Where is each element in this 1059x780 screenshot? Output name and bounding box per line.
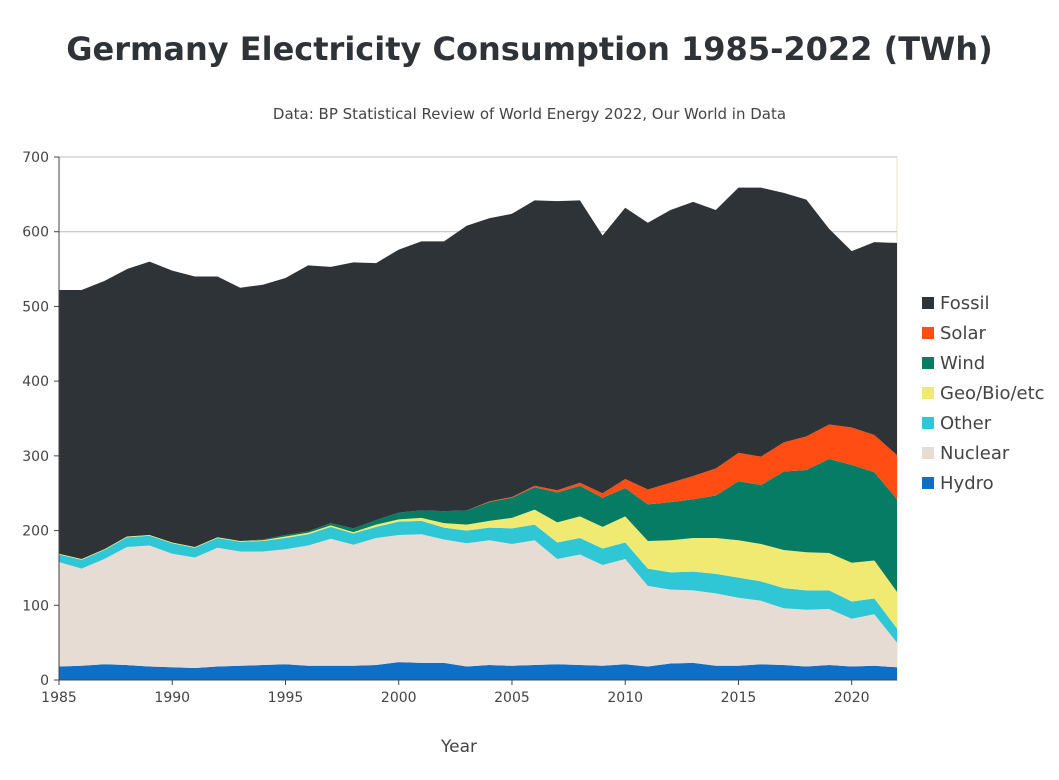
legend-item-geo-bio-etc[interactable]: Geo/Bio/etc [922,378,1045,408]
area-other [59,520,897,643]
x-tick-label: 1985 [41,690,77,706]
legend-label: Wind [940,352,986,374]
y-tick-label: 600 [22,225,49,241]
legend-label: Solar [940,322,986,344]
legend-swatch [922,447,934,459]
legend-swatch [922,357,934,369]
axes: 0 100 200 300 400 500 600 700 1985 1990 1995 2000 20… [22,150,897,706]
x-tick-label: 1990 [154,690,190,706]
y-tick-label: 700 [22,150,49,166]
chart-subtitle: Data: BP Statistical Review of World Ene… [272,105,787,123]
x-tick-label: 2005 [494,690,530,706]
x-tick-label: 1995 [268,690,304,706]
y-tick-label: 300 [22,449,49,465]
legend-item-fossil[interactable]: Fossil [922,288,1045,318]
legend-item-other[interactable]: Other [922,408,1045,438]
y-tick-label: 500 [22,299,49,315]
area-nuclear [59,534,897,669]
area-solar [59,424,897,559]
legend-swatch [922,477,934,489]
area-wind [59,458,897,592]
y-tick-label: 100 [22,598,49,614]
y-tick-label: 200 [22,524,49,540]
chart-title: Germany Electricity Consumption 1985-202… [66,30,993,68]
legend-label: Other [940,412,992,434]
legend-item-wind[interactable]: Wind [922,348,1045,378]
legend-item-hydro[interactable]: Hydro [922,468,1045,498]
y-tick-label: 0 [40,673,49,689]
area-series [59,187,897,680]
area-hydro [59,662,897,680]
legend-label: Hydro [940,472,994,494]
legend-swatch [922,387,934,399]
legend-label: Nuclear [940,442,1010,464]
legend-item-solar[interactable]: Solar [922,318,1045,348]
legend-item-nuclear[interactable]: Nuclear [922,438,1045,468]
legend: Fossil Solar Wind Geo/Bio/etc Other Nuclear Hy… [922,288,1045,498]
legend-swatch [922,297,934,309]
x-tick-label: 2000 [381,690,417,706]
x-axis-label: Year [440,737,477,757]
legend-swatch [922,327,934,339]
y-tick-label: 400 [22,374,49,390]
legend-label: Geo/Bio/etc [940,382,1045,404]
legend-swatch [922,417,934,429]
area-fossil [59,187,897,559]
x-tick-label: 2010 [607,690,643,706]
legend-label: Fossil [940,292,990,314]
x-tick-label: 2015 [721,690,757,706]
x-tick-label: 2020 [834,690,870,706]
area-geo-bio-etc [59,509,897,629]
